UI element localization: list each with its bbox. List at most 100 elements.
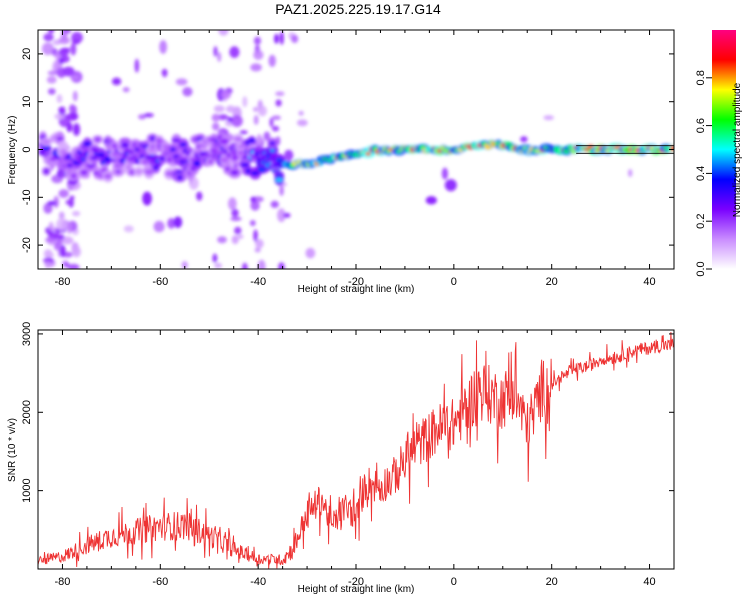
snr-y-axis-label: SNR (10 * v/v): [7, 418, 18, 482]
spectrogram-heatmap: [38, 30, 674, 269]
spectrogram-noise-blob: [56, 67, 66, 78]
spectrogram-ridge-blob: [240, 162, 250, 168]
spectrogram-noise-blob: [71, 31, 83, 44]
spectrogram-y-tick-label: 20: [21, 48, 33, 60]
spectrogram-noise-blob: [175, 78, 188, 86]
spectrogram-noise-blob: [225, 105, 236, 113]
spectrogram-noise-blob: [253, 115, 259, 125]
spectrogram-noise-blob: [122, 86, 130, 93]
spectrogram-ridge-blob: [128, 169, 135, 176]
spectrogram-y-ticks: -20 -10 0 10 20: [21, 48, 674, 253]
spectrogram-noise-blob: [58, 48, 70, 57]
spectrogram-ridge-blob: [269, 141, 276, 146]
spectrogram-panel: -80 -60 -40 -20 0 20 40 -20 -10 0 10 20 Height of …: [7, 29, 675, 295]
spectrogram-ridge-blob: [43, 168, 50, 175]
spectrogram-x-tick-label: 0: [451, 276, 457, 288]
spectrogram-x-ticks: -80 -60 -40 -20 0 20 40: [37, 30, 675, 288]
spectrogram-ridge-blob: [233, 136, 243, 142]
spectrogram-ridge-blob: [176, 174, 183, 181]
spectrogram-noise-blob: [213, 46, 218, 57]
spectrogram-x-tick-label: -60: [152, 276, 168, 288]
spectrogram-noise-blob: [227, 116, 233, 123]
spectrogram-noise-blob: [111, 77, 122, 86]
spectrogram-noise-blob: [283, 212, 291, 218]
spectrogram-noise-blob: [270, 200, 279, 209]
spectrogram-noise-blob: [230, 216, 242, 222]
snr-x-axis-label: Height of straight line (km): [298, 584, 415, 595]
spectrogram-noise-blob: [283, 149, 294, 161]
spectrogram-ridge-blob: [104, 173, 112, 180]
spectrogram-ridge-blob: [115, 169, 121, 174]
spectrogram-noise-blob: [441, 167, 449, 180]
spectrogram-noise-blob: [66, 221, 72, 234]
spectrogram-ridge-blob: [94, 136, 102, 143]
spectrogram-noise-blob: [291, 34, 299, 44]
spectrogram-ridge-blob: [230, 170, 239, 176]
spectrogram-noise-blob: [45, 237, 56, 243]
colorbar-tick-label: 0.0: [695, 261, 707, 276]
spectrogram-noise-blob: [296, 119, 308, 127]
spectrogram-noise-blob: [275, 91, 285, 97]
spectrogram-noise-blob: [47, 200, 57, 206]
spectrogram-noise-blob: [196, 191, 203, 201]
spectrogram-noise-blob: [269, 117, 274, 128]
spectrogram-noise-blob: [253, 36, 262, 45]
spectrogram-noise-blob: [234, 226, 242, 235]
spectrogram-noise-blob: [58, 189, 69, 198]
spectrogram-noise-blob: [543, 115, 554, 121]
spectrogram-noise-blob: [70, 43, 77, 56]
colorbar: 0.0 0.2 0.4 0.6 0.8 Normalized spectral ampl…: [695, 30, 743, 277]
spectrogram-noise-blob: [254, 247, 261, 253]
colorbar-tick-label: 0.2: [695, 214, 707, 229]
spectrogram-noise-blob: [278, 262, 285, 269]
spectrogram-ridge-blob: [193, 160, 201, 167]
colorbar-label: Normalized spectral amplitude: [732, 82, 743, 217]
spectrogram-noise-blob: [72, 123, 81, 136]
spectrogram-noise-blob: [142, 191, 152, 206]
spectrogram-noise-blob: [68, 104, 77, 113]
spectrogram-noise-blob: [250, 200, 260, 211]
spectrogram-ridge-blob: [149, 135, 156, 142]
spectrogram-noise-blob: [72, 246, 81, 258]
spectrogram-noise-blob: [70, 75, 80, 80]
spectrogram-noise-blob: [181, 261, 189, 269]
colorbar-ticks: 0.0 0.2 0.4 0.6 0.8: [695, 70, 712, 277]
spectrogram-noise-blob: [167, 218, 176, 229]
snr-x-tick-label: -40: [250, 576, 266, 588]
spectrogram-ridge-blob: [42, 145, 50, 151]
spectrogram-ridge-blob: [152, 165, 159, 171]
spectrogram-noise-blob: [212, 253, 218, 263]
spectrogram-noise-blob: [41, 42, 54, 56]
spectrogram-noise-blob: [43, 252, 55, 258]
spectrogram-noise-blob: [271, 115, 281, 121]
spectrogram-ridge-blob: [269, 148, 275, 153]
spectrogram-noise-blob: [43, 257, 54, 264]
spectrogram-noise-blob: [268, 54, 276, 67]
spectrogram-ridge-blob: [56, 136, 64, 141]
spectrogram-noise-blob: [214, 262, 223, 269]
snr-x-tick-label: -20: [348, 576, 364, 588]
spectrogram-noise-blob: [58, 58, 64, 64]
spectrogram-noise-blob: [253, 106, 258, 112]
spectrogram-noise-blob: [43, 33, 54, 42]
spectrogram-noise-blob: [257, 105, 267, 117]
spectrogram-ridge-blob: [220, 157, 229, 163]
spectrogram-noise-blob: [239, 130, 248, 135]
spectrogram-ridge-blob: [83, 141, 92, 147]
spectrogram-noise-blob: [53, 243, 61, 251]
spectrogram-noise-blob: [231, 115, 243, 128]
spectrogram-noise-blob: [257, 259, 266, 269]
spectrogram-noise-blob: [220, 90, 231, 99]
spectrogram-noise-blob: [425, 196, 437, 205]
spectrogram-noise-blob: [211, 122, 220, 131]
spectrogram-x-tick-label: 40: [643, 276, 655, 288]
spectrogram-x-tick-label: -40: [250, 276, 266, 288]
spectrogram-noise-blob: [256, 133, 263, 144]
spectrogram-ridge-blob: [144, 169, 154, 175]
spectrogram-noise-blob: [218, 30, 229, 36]
spectrogram-noise-blob: [628, 168, 633, 177]
spectrogram-noise-blob: [279, 185, 284, 197]
spectrogram-noise-blob: [263, 131, 271, 141]
spectrogram-blobs: [38, 30, 674, 269]
